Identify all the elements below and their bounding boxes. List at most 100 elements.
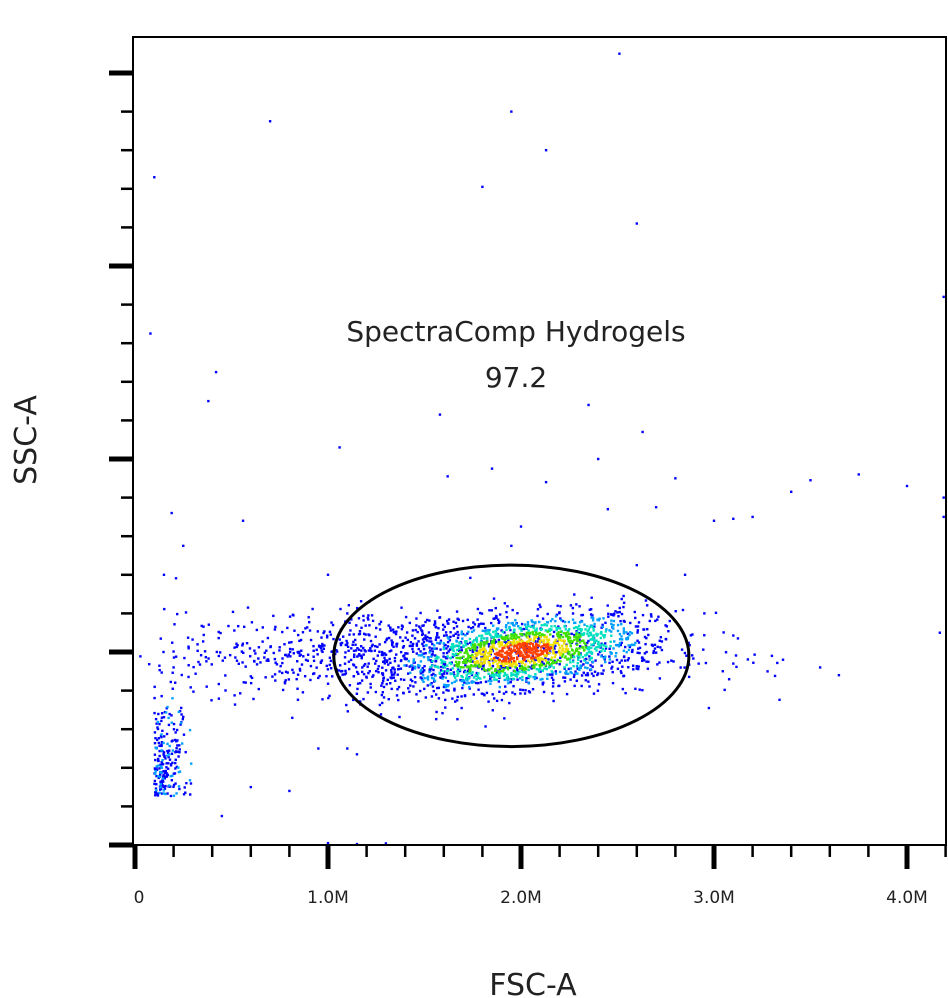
event-point	[626, 636, 630, 639]
event-point	[171, 671, 174, 674]
event-point	[458, 668, 462, 671]
event-point	[503, 671, 507, 675]
event-point	[178, 748, 181, 751]
event-point	[476, 618, 479, 621]
event-point	[349, 658, 353, 662]
event-point	[604, 642, 607, 645]
event-point	[420, 653, 424, 656]
event-point	[484, 669, 488, 672]
event-point	[382, 676, 386, 679]
event-point	[344, 651, 347, 654]
event-point	[153, 176, 156, 179]
event-point	[659, 636, 663, 639]
event-point	[344, 672, 348, 675]
event-point	[454, 660, 458, 664]
event-point	[511, 657, 514, 660]
event-point	[558, 684, 561, 687]
event-point	[527, 654, 531, 657]
event-point	[597, 642, 600, 646]
event-point	[625, 637, 628, 640]
event-point	[473, 648, 476, 652]
event-point	[371, 619, 375, 623]
event-point	[458, 657, 462, 660]
event-point	[527, 624, 530, 628]
event-point	[281, 661, 284, 665]
event-point	[572, 675, 576, 679]
event-point	[290, 640, 293, 644]
event-point	[557, 643, 561, 647]
event-point	[452, 627, 456, 630]
event-point	[182, 715, 185, 719]
event-point	[524, 625, 528, 629]
event-point	[507, 660, 510, 663]
event-point	[177, 710, 181, 714]
event-point	[647, 660, 650, 663]
event-point	[592, 629, 595, 632]
event-point	[189, 793, 192, 796]
event-point	[517, 649, 520, 652]
event-point	[352, 640, 355, 644]
event-point	[572, 655, 576, 659]
event-point	[660, 640, 664, 643]
event-point	[732, 634, 735, 637]
event-point	[386, 659, 389, 662]
event-point	[366, 616, 369, 620]
event-point	[654, 651, 658, 654]
event-point	[580, 620, 584, 623]
event-point	[439, 658, 443, 662]
event-point	[479, 640, 483, 643]
event-point	[309, 664, 313, 668]
event-point	[572, 633, 576, 637]
event-point	[469, 654, 472, 658]
event-point	[543, 649, 546, 652]
event-point	[362, 697, 365, 701]
event-point	[539, 657, 543, 660]
event-point	[167, 762, 170, 765]
event-point	[492, 597, 496, 600]
event-point	[411, 666, 414, 669]
event-point	[291, 668, 294, 672]
event-point	[318, 674, 321, 678]
event-point	[292, 614, 295, 617]
event-point	[581, 613, 585, 617]
event-point	[475, 636, 478, 640]
event-point	[389, 629, 393, 632]
event-point	[498, 673, 501, 676]
event-point	[162, 751, 166, 754]
event-point	[157, 764, 160, 767]
event-point	[592, 634, 596, 637]
event-point	[592, 692, 596, 695]
event-point	[409, 678, 413, 681]
event-point	[242, 625, 246, 629]
event-point	[563, 667, 566, 670]
event-point	[591, 625, 594, 628]
event-point	[263, 651, 267, 655]
event-point	[512, 623, 515, 627]
event-point	[160, 712, 164, 715]
event-point	[622, 629, 626, 633]
event-point	[540, 660, 544, 664]
event-point	[462, 666, 465, 669]
event-point	[645, 660, 648, 663]
event-point	[417, 640, 420, 643]
event-point	[586, 632, 589, 636]
x-tick-label: 1.0M	[307, 888, 349, 908]
event-point	[509, 628, 512, 632]
event-point	[453, 700, 457, 703]
event-point	[501, 661, 504, 665]
event-point	[578, 627, 582, 631]
gate-ellipse[interactable]	[332, 563, 691, 749]
event-point	[508, 662, 512, 665]
event-point	[576, 658, 580, 661]
event-point	[404, 658, 407, 661]
event-point	[461, 637, 464, 640]
event-point	[546, 643, 549, 646]
event-point	[431, 642, 434, 646]
event-point	[171, 761, 174, 765]
event-point	[479, 643, 482, 646]
event-point	[642, 628, 646, 631]
event-point	[584, 642, 587, 646]
event-point	[176, 750, 179, 753]
event-point	[380, 693, 384, 697]
event-point	[581, 646, 584, 649]
